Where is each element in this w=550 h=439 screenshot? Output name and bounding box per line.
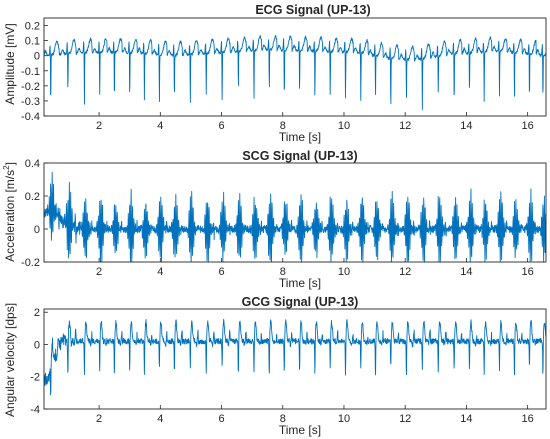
scg-title: SCG Signal (UP-13) bbox=[242, 149, 357, 163]
scg-xtick-label: 2 bbox=[96, 266, 102, 278]
gcg-xtick-label: 8 bbox=[280, 413, 286, 425]
scg-xtick-label: 8 bbox=[280, 266, 286, 278]
ecg-ytick-label: -0.2 bbox=[21, 81, 40, 93]
scg-xtick-label: 10 bbox=[338, 266, 350, 278]
ecg-ylabel: Amplitude [mV] bbox=[3, 23, 17, 104]
gcg-ylabel: Angular velocity [dps] bbox=[3, 303, 17, 417]
scg-panel: SCG Signal (UP-13) Acceleration [m/s2] T… bbox=[2, 149, 547, 290]
ecg-title: ECG Signal (UP-13) bbox=[255, 3, 370, 17]
ecg-signal-line bbox=[43, 34, 547, 111]
ecg-xtick-label: 16 bbox=[522, 120, 534, 132]
gcg-xtick-label: 4 bbox=[157, 413, 163, 425]
gcg-axes bbox=[43, 308, 547, 410]
gcg-ytick-label: -4 bbox=[30, 404, 40, 416]
scg-xtick-label: 4 bbox=[157, 266, 163, 278]
gcg-xticks: 2 4 6 8 10 12 14 16 bbox=[96, 405, 534, 425]
gcg-ytick-label: 0 bbox=[34, 339, 40, 351]
gcg-xtick-label: 2 bbox=[96, 413, 102, 425]
scg-axes bbox=[43, 162, 547, 263]
ecg-ytick-label: -0.1 bbox=[21, 66, 40, 78]
ecg-axes bbox=[43, 17, 547, 117]
gcg-panel: GCG Signal (UP-13) Angular velocity [dps… bbox=[3, 295, 547, 437]
ecg-xticks: 2 4 6 8 10 12 14 16 bbox=[96, 112, 534, 132]
scg-ytick-label: 0 bbox=[34, 224, 40, 236]
ecg-xtick-label: 10 bbox=[338, 120, 350, 132]
scg-xlabel: Time [s] bbox=[279, 276, 321, 290]
scg-ylabel-main: Acceleration [m/s bbox=[3, 170, 17, 262]
ecg-xtick-label: 4 bbox=[157, 120, 163, 132]
gcg-xtick-label: 16 bbox=[522, 413, 534, 425]
scg-ylabel: Acceleration [m/s2] bbox=[2, 162, 17, 262]
scg-ytick-label: 0.4 bbox=[25, 158, 40, 170]
gcg-yticks: -4 -2 0 2 bbox=[30, 307, 48, 416]
gcg-xtick-label: 14 bbox=[460, 413, 472, 425]
gcg-xtick-label: 12 bbox=[399, 413, 411, 425]
scg-xtick-label: 14 bbox=[460, 266, 472, 278]
gcg-xtick-label: 6 bbox=[218, 413, 224, 425]
scg-xticks: 2 4 6 8 10 12 14 16 bbox=[96, 258, 534, 278]
scg-xtick-label: 16 bbox=[522, 266, 534, 278]
ecg-yticks: -0.4 -0.3 -0.2 -0.1 0 0.1 0.2 bbox=[21, 21, 48, 123]
ecg-xtick-label: 2 bbox=[96, 120, 102, 132]
gcg-signal-line bbox=[43, 318, 547, 396]
gcg-xlabel: Time [s] bbox=[279, 423, 321, 437]
ecg-xtick-label: 8 bbox=[280, 120, 286, 132]
scg-signal-line bbox=[43, 171, 547, 263]
ecg-xtick-label: 12 bbox=[399, 120, 411, 132]
ecg-xtick-label: 6 bbox=[218, 120, 224, 132]
gcg-title: GCG Signal (UP-13) bbox=[242, 295, 359, 309]
ecg-xlabel: Time [s] bbox=[279, 130, 321, 144]
ecg-ytick-label: 0.2 bbox=[25, 21, 40, 33]
gcg-ytick-label: -2 bbox=[30, 372, 40, 384]
ecg-xtick-label: 14 bbox=[460, 120, 472, 132]
gcg-ytick-label: 2 bbox=[34, 307, 40, 319]
ecg-ytick-label: 0 bbox=[34, 51, 40, 63]
scg-ytick-label: 0.2 bbox=[25, 191, 40, 203]
scg-yticks: -0.2 0 0.2 0.4 bbox=[21, 158, 48, 269]
scg-ytick-label: -0.2 bbox=[21, 257, 40, 269]
ecg-ytick-label: 0.1 bbox=[25, 36, 40, 48]
gcg-xtick-label: 10 bbox=[338, 413, 350, 425]
ecg-ytick-label: -0.4 bbox=[21, 111, 40, 123]
scg-ylabel-tail: ] bbox=[3, 162, 17, 165]
ecg-panel: ECG Signal (UP-13) Amplitude [mV] Time [… bbox=[3, 3, 547, 144]
scg-xtick-label: 6 bbox=[218, 266, 224, 278]
scg-ylabel-superscript: 2 bbox=[2, 165, 11, 170]
scg-xtick-label: 12 bbox=[399, 266, 411, 278]
ecg-ytick-label: -0.3 bbox=[21, 96, 40, 108]
